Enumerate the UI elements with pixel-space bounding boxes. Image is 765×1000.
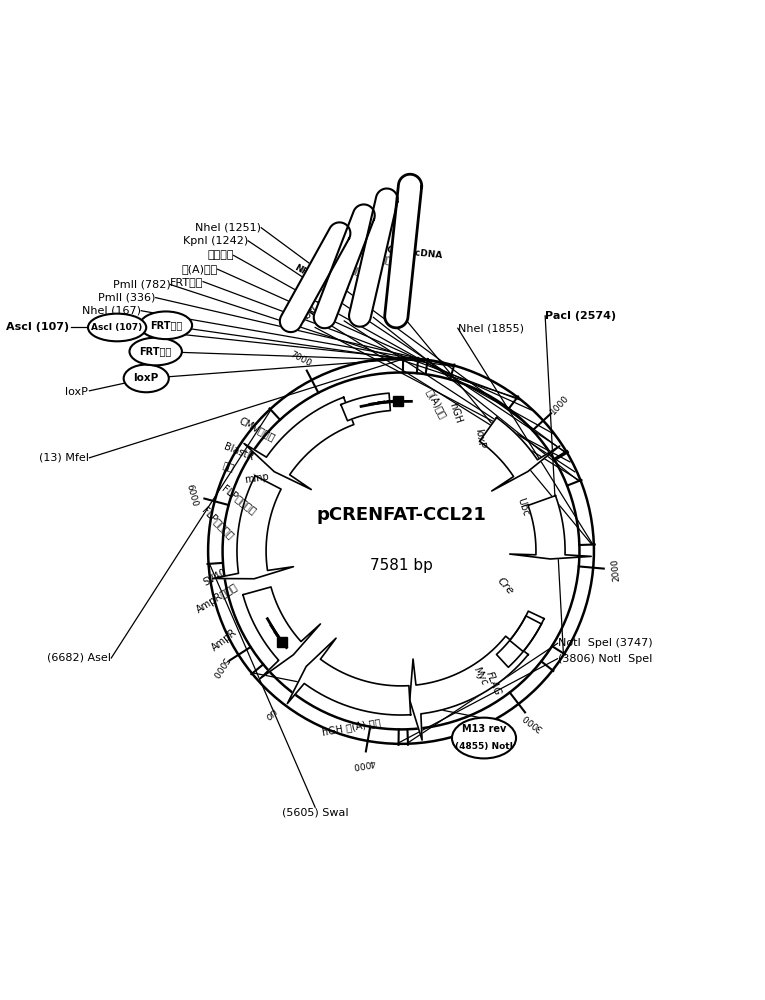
Ellipse shape: [140, 311, 192, 339]
Text: FLAG: FLAG: [483, 670, 502, 697]
Text: 1000: 1000: [549, 393, 571, 416]
Polygon shape: [314, 204, 375, 328]
Text: minp: minp: [244, 471, 270, 485]
Polygon shape: [480, 418, 560, 491]
Text: Ubc: Ubc: [515, 497, 530, 518]
Polygon shape: [385, 174, 422, 328]
Text: ori: ori: [264, 707, 280, 723]
Polygon shape: [349, 189, 398, 327]
Text: FRT位点: FRT位点: [150, 320, 182, 330]
Text: FLP结合位点: FLP结合位点: [220, 484, 259, 516]
Text: NheI (1251): NheI (1251): [195, 223, 262, 233]
Text: BlastR: BlastR: [223, 441, 255, 462]
Polygon shape: [509, 496, 591, 559]
Polygon shape: [280, 222, 350, 332]
Polygon shape: [410, 636, 528, 740]
Text: (3806) NotI  SpeI: (3806) NotI SpeI: [558, 654, 652, 664]
Text: 信号: 信号: [221, 460, 236, 473]
Text: FRT位点: FRT位点: [139, 346, 172, 356]
Text: PmII (782): PmII (782): [112, 280, 171, 290]
Text: NFAT响应元件: NFAT响应元件: [292, 262, 337, 293]
Polygon shape: [213, 476, 294, 579]
Text: KpnI (1242): KpnI (1242): [183, 236, 248, 246]
Text: (6682) AseI: (6682) AseI: [47, 653, 111, 663]
Text: Cre: Cre: [495, 575, 516, 596]
Text: hGH: hGH: [447, 401, 463, 424]
Text: NFAT响应元件: NFAT响应元件: [321, 254, 368, 279]
Text: 聚(A)信号: 聚(A)信号: [181, 264, 217, 274]
Text: SbfI (1443): SbfI (1443): [296, 280, 351, 326]
Text: CMV启动子: CMV启动子: [237, 415, 277, 442]
Text: 编码区CCL21 cDNA: 编码区CCL21 cDNA: [364, 242, 443, 260]
Text: 4000: 4000: [352, 757, 376, 770]
Text: hGH 聚(A) 信号: hGH 聚(A) 信号: [321, 717, 382, 737]
Polygon shape: [509, 616, 542, 652]
Ellipse shape: [124, 365, 169, 392]
Text: NheI (167): NheI (167): [82, 306, 141, 316]
Text: loxP: loxP: [65, 387, 88, 397]
Text: FLP结合位点: FLP结合位点: [200, 505, 236, 541]
Text: loxP: loxP: [134, 373, 159, 383]
Text: AscI (107): AscI (107): [6, 322, 69, 332]
Text: AscI (107): AscI (107): [92, 323, 143, 332]
Text: pCRENFAT-CCL21: pCRENFAT-CCL21: [316, 506, 486, 524]
Text: FRT位点: FRT位点: [170, 277, 203, 287]
Polygon shape: [496, 611, 544, 667]
Text: 3000: 3000: [521, 712, 545, 733]
Text: loxP: loxP: [474, 428, 486, 450]
Polygon shape: [244, 397, 354, 490]
Text: SV40: SV40: [202, 568, 229, 588]
Text: 7581 bp: 7581 bp: [369, 558, 432, 573]
Ellipse shape: [129, 338, 182, 365]
Text: 7000: 7000: [288, 350, 313, 369]
Text: M13 rev: M13 rev: [462, 724, 506, 734]
Ellipse shape: [452, 718, 516, 758]
Text: 2000: 2000: [610, 558, 622, 581]
Polygon shape: [288, 638, 411, 715]
Text: PacI (2574): PacI (2574): [545, 311, 617, 321]
Polygon shape: [243, 587, 321, 679]
Text: PmII (336): PmII (336): [99, 293, 156, 303]
Text: 暂停位点: 暂停位点: [207, 250, 233, 260]
Text: NotI  SpeI (3747): NotI SpeI (3747): [558, 638, 652, 648]
Text: (5605) SwaI: (5605) SwaI: [282, 807, 348, 817]
Text: 5000: 5000: [209, 655, 229, 679]
Polygon shape: [341, 393, 390, 421]
Text: NFAT响应元件: NFAT响应元件: [350, 248, 397, 267]
Text: (4855) NotI: (4855) NotI: [455, 742, 513, 751]
Ellipse shape: [88, 314, 146, 341]
Text: Myc: Myc: [472, 665, 490, 687]
Text: 6000: 6000: [185, 483, 200, 508]
Text: AmpR: AmpR: [210, 628, 239, 653]
Text: (13) MfeI: (13) MfeI: [40, 453, 90, 463]
Text: 聚(A)信号: 聚(A)信号: [424, 387, 448, 420]
Text: AmpR启动子: AmpR启动子: [194, 582, 239, 615]
Text: NheI (1855): NheI (1855): [457, 323, 524, 333]
